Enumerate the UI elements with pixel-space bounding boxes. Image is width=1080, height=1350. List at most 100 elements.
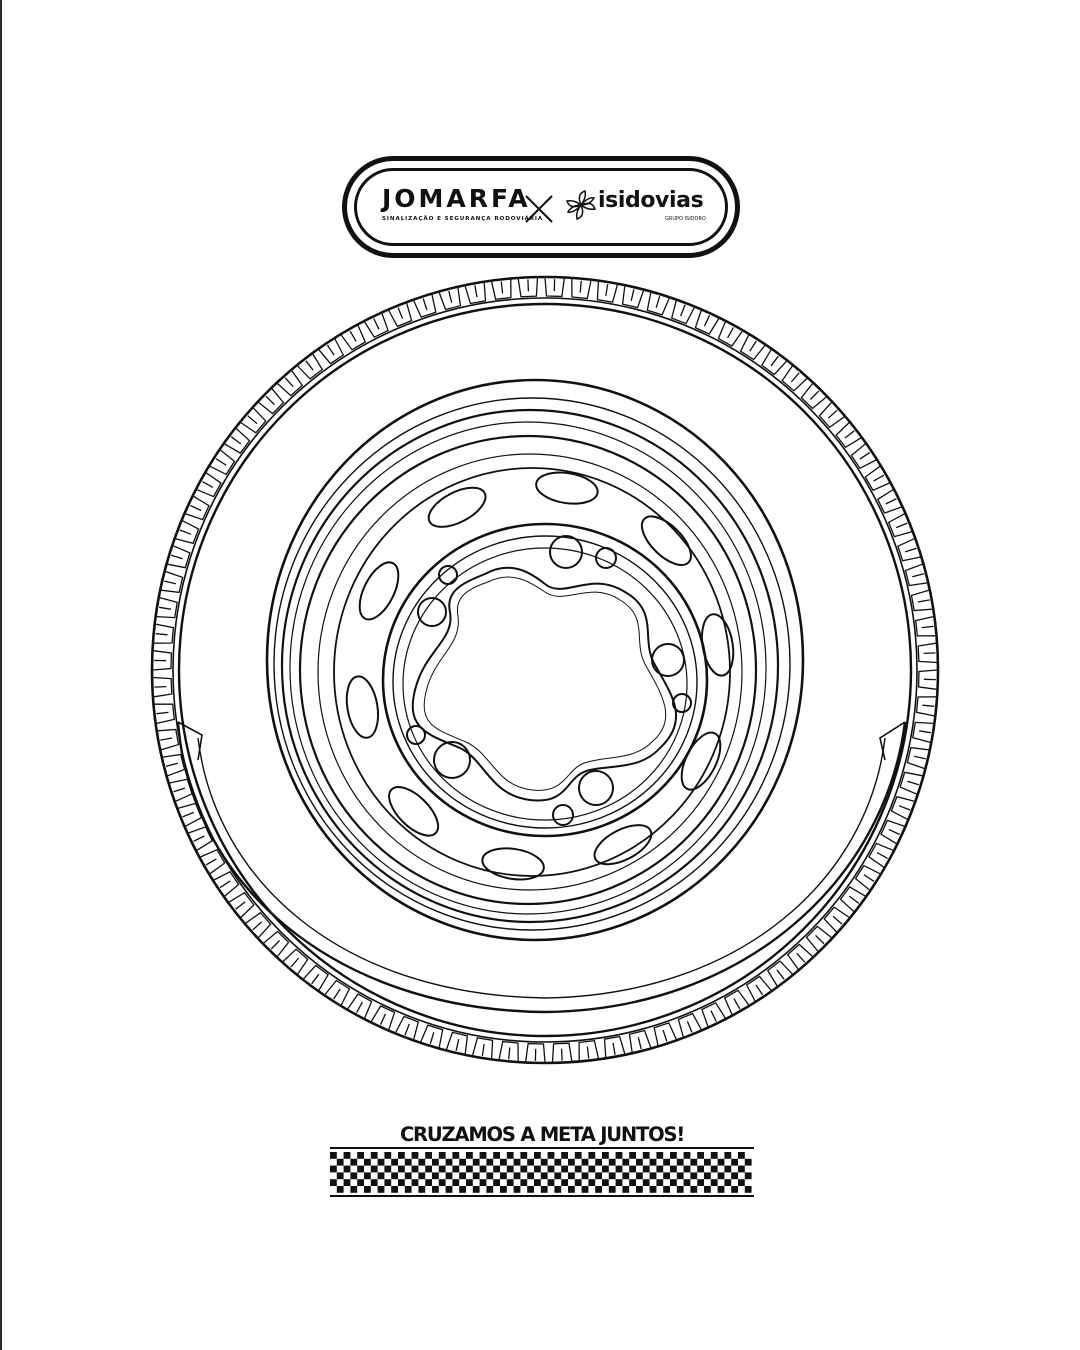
flag-check-square: [574, 1179, 582, 1186]
isidovias-flower-icon: [566, 190, 596, 220]
flag-check-square: [520, 1152, 528, 1159]
vent-slot: [427, 486, 487, 528]
flag-check-square: [404, 1186, 412, 1193]
flag-check-square: [554, 1172, 562, 1180]
flag-check-square: [724, 1179, 732, 1186]
tread-block: [781, 365, 808, 392]
tread-block: [169, 778, 193, 802]
lug-stud-hole: [672, 693, 692, 713]
flag-check-square: [738, 1152, 745, 1159]
flag-check-square: [330, 1152, 337, 1159]
flag-check-square: [561, 1165, 568, 1173]
flag-check-square: [330, 1179, 337, 1186]
flag-check-square: [534, 1179, 541, 1186]
tread-block: [854, 864, 881, 891]
checkered-flag-icon: [330, 1147, 754, 1197]
tread-block: [175, 520, 200, 545]
flag-check-square: [540, 1158, 548, 1166]
vent-slot: [481, 847, 545, 881]
hub-ring-3: [402, 547, 688, 821]
tread-block: [670, 300, 695, 325]
flag-check-square: [513, 1186, 521, 1193]
flag-check-square: [540, 1172, 548, 1180]
tread-block: [303, 964, 329, 991]
tread-block: [914, 615, 936, 637]
tread-block: [876, 489, 902, 514]
flag-check-square: [738, 1179, 745, 1186]
flag-check-square: [642, 1152, 650, 1159]
flag-check-square: [697, 1179, 704, 1186]
tread-block: [525, 1042, 546, 1063]
tread-block: [263, 930, 290, 957]
flag-check-square: [472, 1172, 480, 1180]
tread-block: [464, 282, 487, 305]
hub-center-bore-inner: [423, 576, 667, 791]
tread-block: [471, 1037, 494, 1059]
lug-stud-hole: [417, 597, 447, 627]
flag-check-square: [520, 1165, 528, 1173]
flag-check-square: [602, 1179, 609, 1186]
rim-vent-slots: [345, 471, 735, 881]
isidovias-logo: isidovias GRUPO ISIDORO: [564, 186, 714, 230]
flag-check-square: [670, 1179, 677, 1186]
flag-check-square: [588, 1179, 596, 1186]
flag-check-square: [629, 1152, 636, 1159]
tread-block: [571, 278, 592, 300]
flag-check-square: [500, 1158, 507, 1166]
vent-slot: [535, 471, 599, 505]
flag-check-square: [343, 1179, 351, 1186]
flag-check-square: [710, 1165, 718, 1173]
tread-block: [835, 422, 862, 449]
flag-check-square: [656, 1165, 664, 1173]
flag-check-square: [418, 1158, 426, 1166]
partner-logo-badge: JOMARFA SINALIZAÇÃO E SEGURANÇA RODOVIÁR…: [342, 156, 740, 258]
flag-check-square: [663, 1158, 670, 1166]
tire-tread-inner-edge: [172, 297, 918, 1043]
tread-block: [766, 960, 793, 987]
vent-slot: [358, 561, 400, 621]
flag-check-square: [438, 1152, 446, 1159]
flag-check-square: [744, 1158, 752, 1166]
flag-check-square: [602, 1165, 609, 1173]
flag-check-square: [595, 1172, 602, 1180]
flag-check-square: [588, 1152, 596, 1159]
flag-check-square: [697, 1165, 704, 1173]
tread-block: [621, 286, 645, 309]
tread-block: [445, 1031, 469, 1054]
flag-check-square: [568, 1186, 575, 1193]
flag-check-square: [438, 1179, 446, 1186]
flag-check-square: [622, 1158, 630, 1166]
flag-check-square: [357, 1179, 364, 1186]
flag-check-square: [364, 1158, 371, 1166]
jomarfa-tagline: SINALIZAÇÃO E SEGURANÇA RODOVIÁRIA: [382, 216, 544, 222]
tread-block: [153, 623, 175, 644]
flag-check-square: [649, 1172, 657, 1180]
tread-block: [717, 321, 743, 347]
tread-block: [745, 975, 772, 1002]
flag-check-square: [608, 1186, 616, 1193]
flag-check-square: [513, 1172, 521, 1180]
flag-check-square: [690, 1172, 698, 1180]
flag-check-square: [343, 1165, 351, 1173]
flag-check-square: [670, 1152, 677, 1159]
flag-check-square: [731, 1186, 738, 1193]
flag-check-square: [683, 1165, 691, 1173]
flag-check-square: [642, 1165, 650, 1173]
flag-check-square: [500, 1172, 507, 1180]
tread-block: [185, 495, 210, 521]
tread-block: [603, 1035, 626, 1058]
hub-ring-outer: [381, 522, 709, 838]
flag-check-square: [595, 1186, 602, 1193]
flag-check-square: [479, 1179, 487, 1186]
lug-stud-hole: [595, 547, 617, 569]
tread-block: [347, 993, 373, 1019]
flag-check-square: [717, 1172, 725, 1180]
lug-stud-hole: [433, 741, 471, 779]
flag-check-square: [445, 1158, 453, 1166]
vent-slot: [640, 515, 692, 566]
flag-check-square: [568, 1172, 575, 1180]
tread-block: [324, 979, 351, 1006]
vent-slot: [680, 731, 722, 791]
flag-check-square: [343, 1152, 351, 1159]
flag-check-square: [472, 1158, 480, 1166]
